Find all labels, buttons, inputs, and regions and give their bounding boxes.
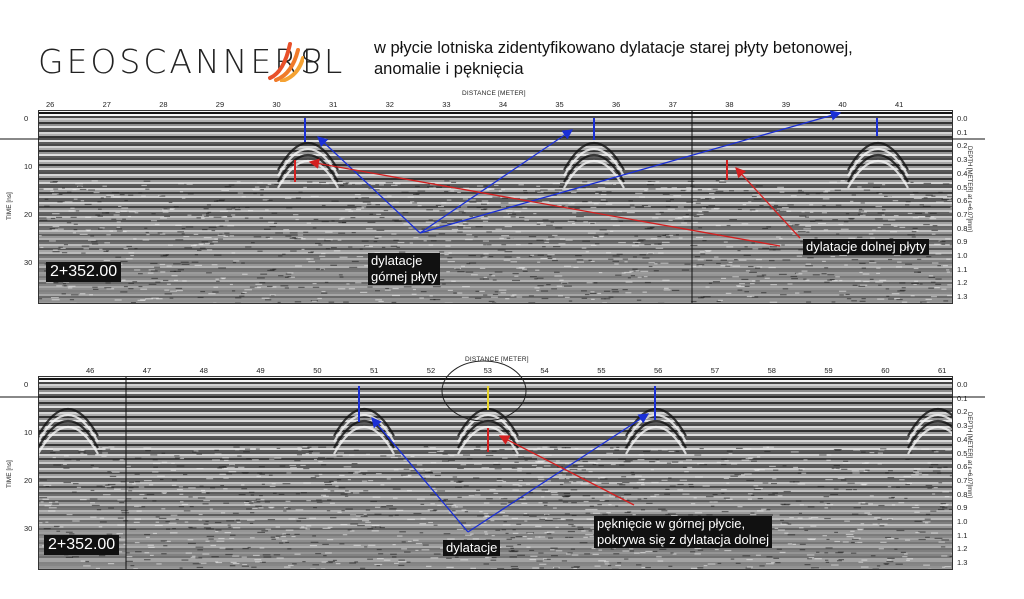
depth-tick-label: 0.9 bbox=[957, 237, 968, 247]
distance-tick-label: 27 bbox=[102, 100, 111, 109]
note-upper-joints-line2: górnej płyty bbox=[371, 269, 438, 284]
distance-tick-label: 30 bbox=[272, 100, 281, 109]
depth-tick-label: 1.0 bbox=[957, 517, 968, 526]
distance-tick-label: 61 bbox=[938, 366, 947, 375]
distance-tick-label: 57 bbox=[710, 366, 720, 375]
logo-wave-icon bbox=[268, 42, 304, 82]
depth-tick-label: 0.8 bbox=[957, 223, 968, 233]
depth-tick-label: 1.3 bbox=[957, 558, 968, 568]
depth-axis-label-top: DEPTH [METER] at ε=6.07[mm] bbox=[966, 146, 972, 232]
distance-tick-label: 53 bbox=[483, 366, 492, 375]
depth-tick-label: 0.2 bbox=[957, 407, 968, 417]
depth-tick-label: 0.4 bbox=[957, 168, 968, 178]
time-tick-label: 20 bbox=[24, 210, 33, 219]
time-axis-label-bottom: TIME [ns] bbox=[6, 460, 13, 488]
depth-tick-label: 1.1 bbox=[957, 264, 968, 274]
distance-tick-label: 48 bbox=[199, 366, 208, 375]
depth-tick-label: 0.1 bbox=[957, 393, 968, 403]
distance-axis-title-top: DISTANCE [METER] bbox=[462, 90, 526, 97]
depth-tick-label: 0.5 bbox=[957, 448, 968, 458]
station-label-bottom: 2+352.00 bbox=[44, 535, 120, 555]
distance-tick-label: 41 bbox=[895, 100, 904, 109]
distance-tick-label: 55 bbox=[597, 366, 606, 375]
time-tick-label: 10 bbox=[24, 162, 33, 171]
distance-axis-title-bottom: DISTANCE [METER] bbox=[465, 356, 529, 363]
distance-tick-label: 52 bbox=[426, 366, 436, 375]
depth-tick-label: 1.0 bbox=[957, 251, 968, 260]
depth-tick-label: 1.1 bbox=[957, 530, 968, 540]
headline-line-2: anomalie i pęknięcia bbox=[374, 60, 524, 78]
depth-tick-label: 0.0 bbox=[957, 114, 968, 123]
depth-tick-label: 1.3 bbox=[957, 292, 968, 302]
distance-tick-label: 58 bbox=[767, 366, 776, 375]
depth-tick-label: 0.2 bbox=[957, 141, 968, 151]
distance-tick-label: 51 bbox=[370, 366, 379, 375]
distance-tick-label: 34 bbox=[498, 100, 508, 109]
distance-tick-label: 28 bbox=[159, 100, 168, 109]
distance-tick-label: 59 bbox=[824, 366, 833, 375]
headline-line-1: w płycie lotniska zidentyfikowano dylata… bbox=[374, 39, 853, 57]
distance-tick-label: 32 bbox=[385, 100, 394, 109]
distance-tick-label: 33 bbox=[442, 100, 451, 109]
distance-tick-label: 56 bbox=[654, 366, 663, 375]
distance-tick-label: 54 bbox=[540, 366, 549, 375]
time-tick-label: 10 bbox=[24, 428, 33, 437]
distance-tick-label: 39 bbox=[781, 100, 791, 109]
distance-tick-label: 47 bbox=[142, 366, 152, 375]
distance-tick-label: 26 bbox=[46, 100, 55, 109]
depth-tick-label: 0.7 bbox=[957, 209, 968, 219]
distance-tick-label: 29 bbox=[215, 100, 225, 109]
logo-suffix: PL bbox=[302, 42, 345, 81]
depth-tick-label: 0.0 bbox=[957, 380, 968, 389]
time-tick-label: 30 bbox=[24, 258, 33, 267]
note-crack-line2: pokrywa się z dylatacja dolnej bbox=[597, 532, 769, 547]
depth-tick-label: 0.4 bbox=[957, 434, 968, 444]
note-upper-joints-line1: dylatacje bbox=[371, 253, 423, 268]
distance-tick-label: 60 bbox=[881, 366, 890, 375]
distance-tick-label: 35 bbox=[555, 100, 564, 109]
depth-tick-label: 1.2 bbox=[957, 544, 968, 554]
depth-tick-label: 0.7 bbox=[957, 475, 968, 485]
distance-tick-label: 31 bbox=[329, 100, 338, 109]
depth-tick-label: 0.5 bbox=[957, 182, 968, 192]
depth-tick-label: 0.1 bbox=[957, 127, 968, 137]
depth-tick-label: 0.8 bbox=[957, 489, 968, 499]
note-joints-bottom: dylatacje bbox=[443, 540, 501, 556]
depth-tick-label: 0.3 bbox=[957, 155, 968, 165]
depth-tick-label: 1.2 bbox=[957, 278, 968, 288]
time-tick-label: 0 bbox=[24, 380, 29, 389]
distance-tick-label: 46 bbox=[86, 366, 95, 375]
note-lower-joints: dylatacje dolnej płyty bbox=[803, 239, 929, 255]
time-tick-label: 30 bbox=[24, 524, 33, 533]
depth-tick-label: 0.6 bbox=[957, 196, 968, 206]
depth-tick-label: 0.3 bbox=[957, 421, 968, 431]
depth-axis-label-bottom: DEPTH [METER] at ε=6.07[mm] bbox=[966, 412, 972, 498]
depth-tick-label: 0.6 bbox=[957, 462, 968, 472]
distance-tick-label: 50 bbox=[313, 366, 322, 375]
distance-tick-label: 49 bbox=[256, 366, 265, 375]
headline: w płycie lotniska zidentyfikowano dylata… bbox=[374, 38, 934, 80]
time-tick-label: 20 bbox=[24, 476, 33, 485]
distance-tick-label: 36 bbox=[612, 100, 621, 109]
depth-tick-label: 0.9 bbox=[957, 503, 968, 513]
distance-tick-label: 38 bbox=[725, 100, 734, 109]
distance-tick-label: 40 bbox=[838, 100, 847, 109]
note-upper-joints: dylatacje górnej płyty bbox=[368, 253, 441, 285]
radargram-top bbox=[38, 110, 953, 304]
station-label-top: 2+352.00 bbox=[46, 262, 122, 282]
distance-tick-label: 37 bbox=[668, 100, 677, 109]
time-tick-label: 0 bbox=[24, 114, 29, 123]
time-axis-label-top: TIME [ns] bbox=[6, 192, 13, 220]
note-crack: pęknięcie w górnej płycie, pokrywa się z… bbox=[594, 516, 772, 548]
note-crack-line1: pęknięcie w górnej płycie, bbox=[597, 516, 746, 531]
